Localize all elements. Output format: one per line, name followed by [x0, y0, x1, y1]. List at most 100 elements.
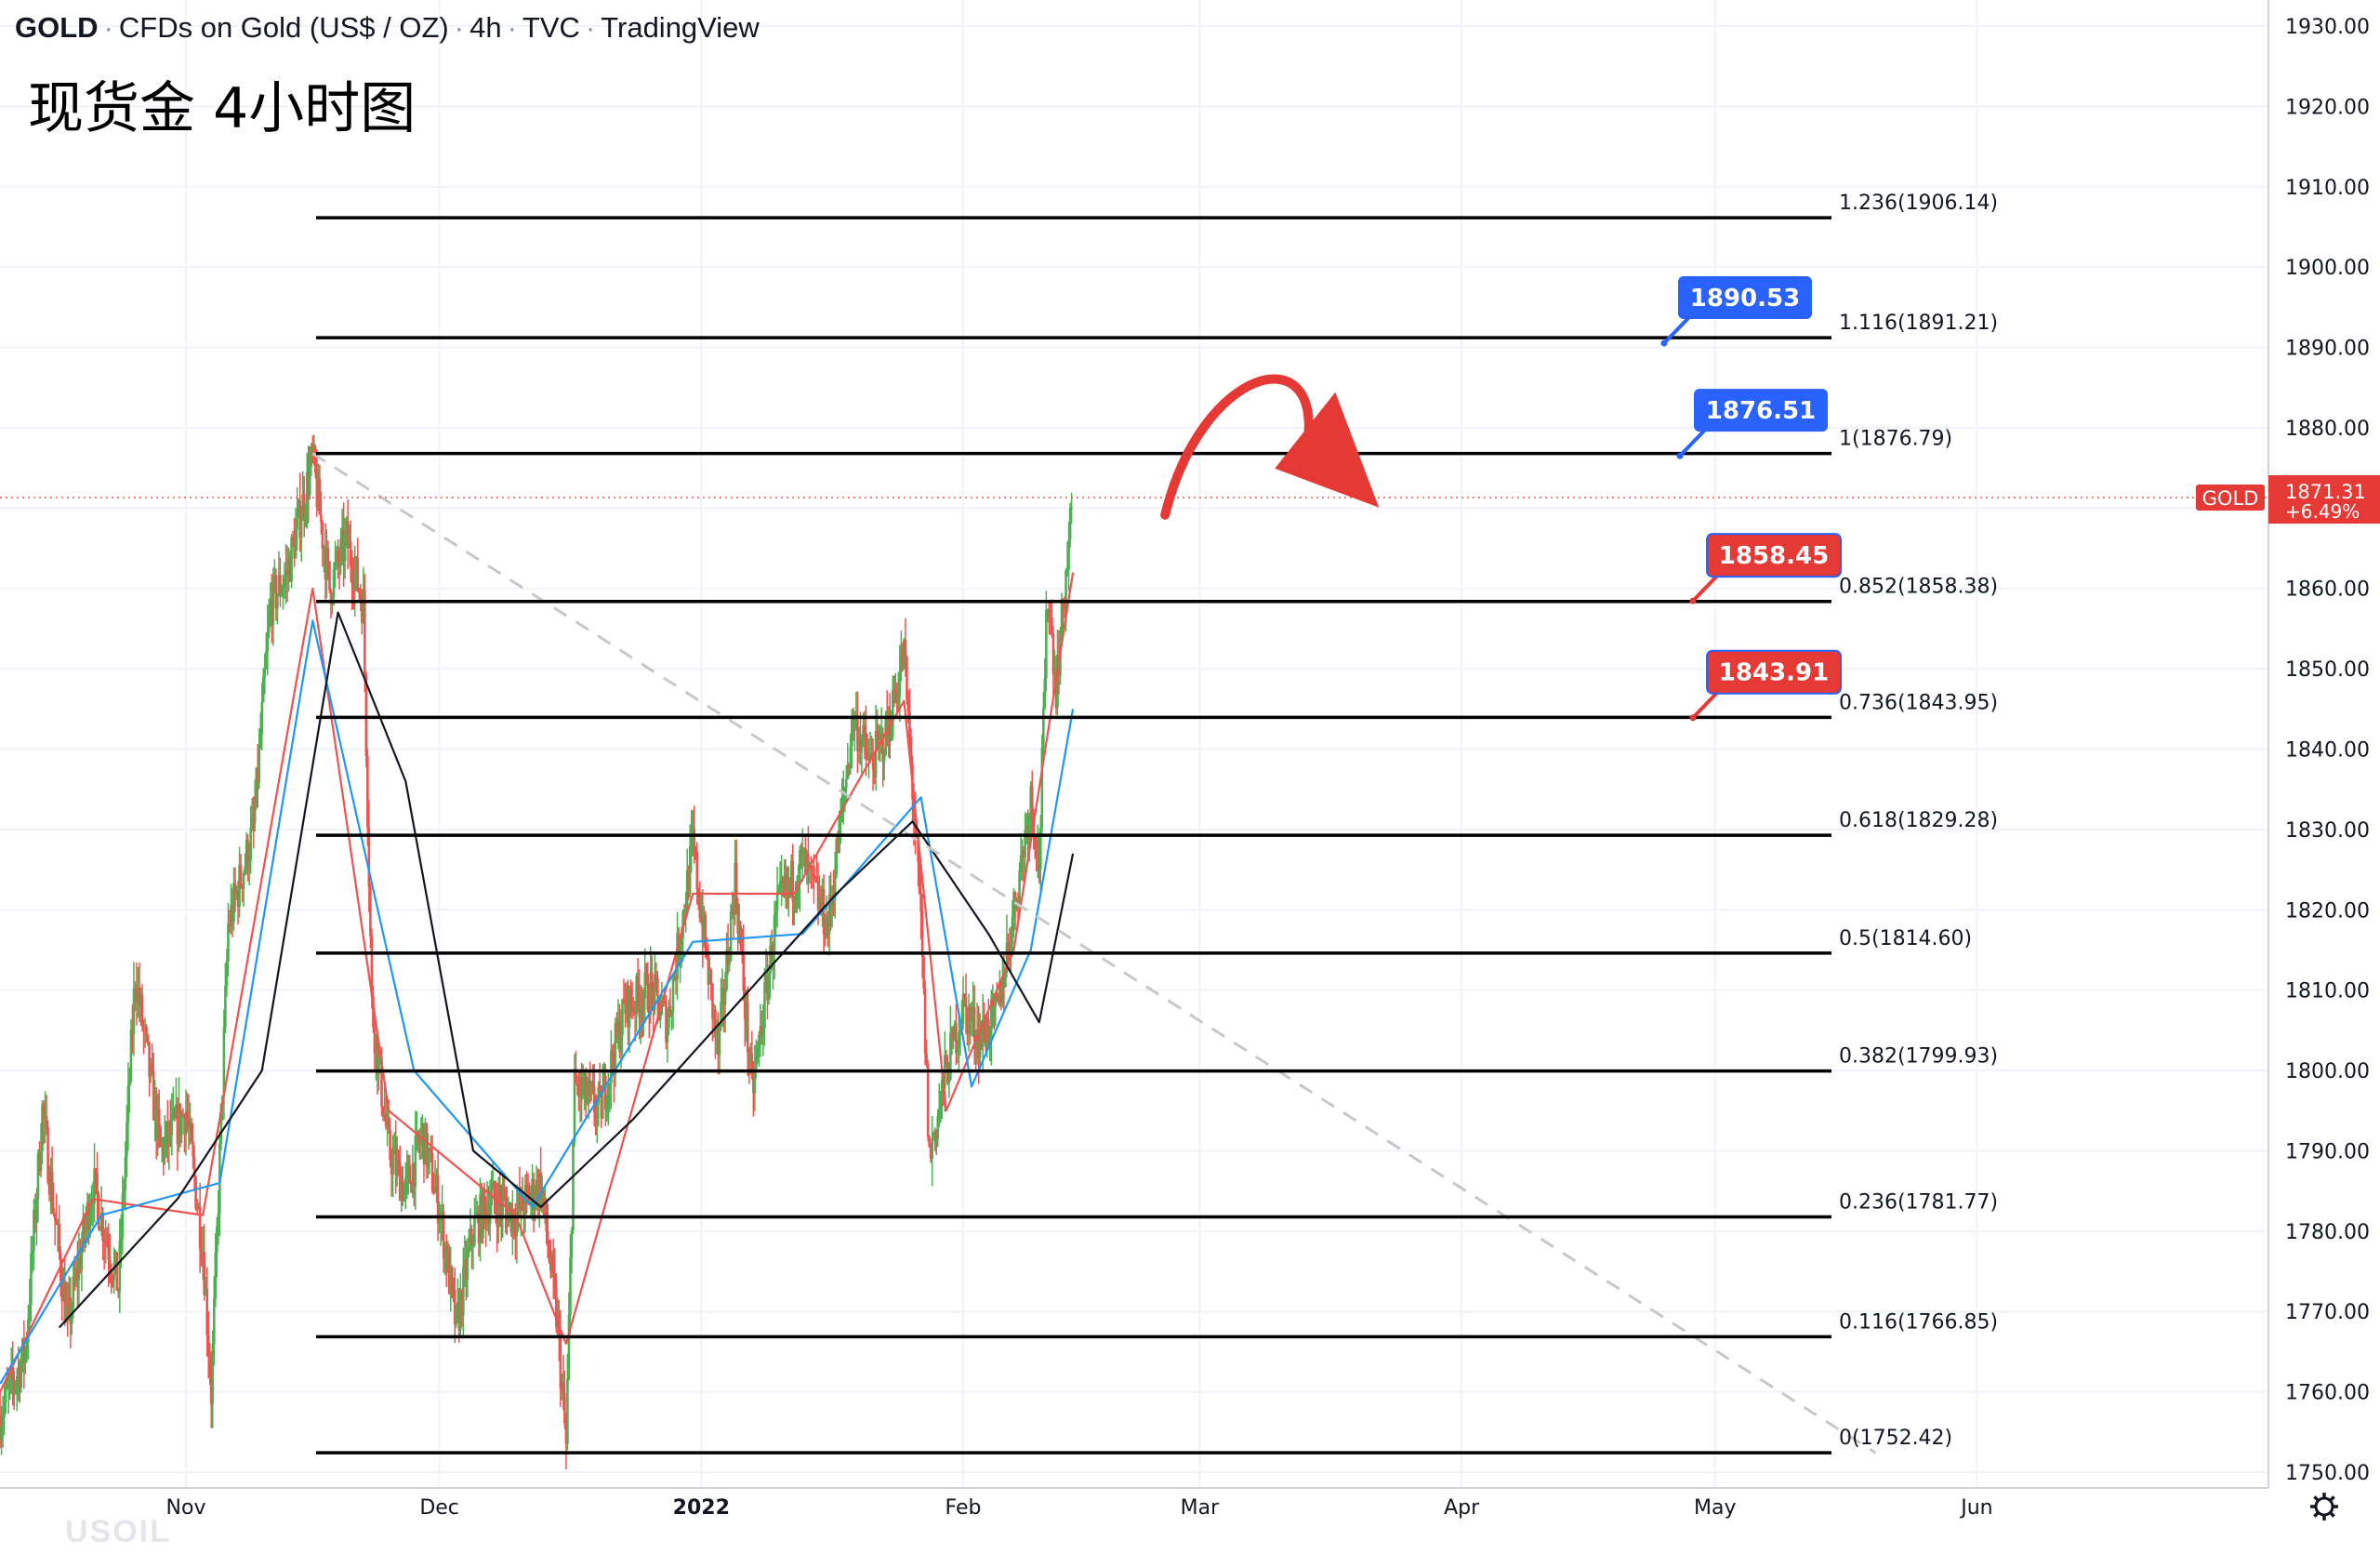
candle-body [959, 1029, 962, 1032]
candle-body [584, 1073, 588, 1103]
candle-body [791, 860, 795, 901]
candle-body [656, 978, 659, 997]
candle-body [1027, 817, 1031, 840]
candle-body [244, 866, 246, 873]
fib-level-label: 0.736(1843.95) [1839, 691, 1998, 714]
candle-body [135, 988, 139, 1003]
candle-body [386, 1118, 389, 1126]
candle-body [933, 1129, 937, 1138]
candle-body [79, 1256, 82, 1270]
candle-body [349, 541, 352, 566]
candle-body [38, 1152, 41, 1172]
candle-body [172, 1110, 175, 1116]
candle-body [563, 1392, 566, 1424]
dashed-trend-line[interactable] [311, 452, 1877, 1454]
candle-body [180, 1114, 183, 1135]
candle-body [370, 936, 374, 997]
candle-body [619, 1035, 623, 1053]
candle-body [956, 1045, 959, 1054]
symbol-price-tag[interactable] [2196, 485, 2265, 511]
time-axis-tick: May [1694, 1496, 1736, 1520]
candle-body [400, 1180, 403, 1202]
candle-body [425, 1123, 429, 1167]
price-axis-tick: 1900.00 [2285, 257, 2370, 280]
candle-body [604, 1075, 607, 1110]
candle-body [929, 1147, 932, 1160]
candle-body [891, 689, 894, 737]
candle-body [268, 614, 271, 632]
candle-body [310, 447, 313, 467]
candle-body [1051, 633, 1055, 675]
candle-body [509, 1203, 511, 1210]
symbol-ticker[interactable]: GOLD [15, 11, 99, 44]
candle-body [636, 976, 640, 996]
candle-body [801, 849, 804, 855]
candle-body [755, 1056, 758, 1069]
candle-body [97, 1195, 100, 1229]
candle-body [1063, 606, 1066, 611]
candle-body [255, 767, 258, 807]
candle-body [580, 1076, 583, 1096]
price-flag-box[interactable] [1678, 275, 1812, 319]
candle-body [789, 860, 793, 885]
price-flag-box[interactable] [1706, 649, 1842, 695]
candle-body [660, 1002, 664, 1015]
candle-body [170, 1115, 174, 1136]
candle-body [781, 879, 785, 884]
candle-body [46, 1126, 49, 1183]
candle-body [825, 916, 828, 937]
candle-body [846, 764, 850, 779]
candle-body [666, 1028, 669, 1043]
candle-body [140, 995, 144, 1027]
candle-body [465, 1259, 468, 1280]
candle-body [780, 879, 783, 882]
projection-arrow-curve[interactable] [1160, 374, 1314, 520]
candle-body [526, 1186, 530, 1191]
candle-body [94, 1168, 98, 1173]
fib-level-label: 1(1876.79) [1839, 428, 1952, 451]
candle-body [859, 737, 862, 753]
candle-body [83, 1217, 86, 1234]
candle-body [920, 910, 924, 957]
candle-body [245, 840, 248, 867]
interval-label[interactable]: 4h [469, 11, 502, 44]
candle-body [362, 590, 365, 623]
candle-body [993, 997, 996, 1007]
candle-body [484, 1202, 487, 1224]
candle-body [208, 1355, 212, 1377]
candle-body [1060, 598, 1064, 638]
candle-body [14, 1384, 18, 1387]
settings-gear-icon[interactable] [2314, 1496, 2334, 1517]
candle-body [77, 1256, 81, 1281]
price-flag-box[interactable] [1706, 533, 1842, 578]
candle-body [145, 1027, 148, 1035]
candle-body [160, 1143, 164, 1147]
price-flag-box[interactable] [1694, 389, 1828, 432]
candle-body [468, 1245, 470, 1253]
candle-body [121, 1194, 125, 1239]
candle-body [581, 1087, 585, 1096]
candle-body [354, 557, 358, 570]
candle-body [31, 1250, 34, 1255]
candle-body [274, 575, 278, 609]
candle-body [49, 1171, 52, 1195]
candle-body [361, 600, 364, 623]
candle-body [534, 1201, 536, 1210]
fib-level-label: 0.852(1858.38) [1839, 576, 1998, 599]
candle-body [337, 551, 339, 563]
candle-body [788, 879, 792, 885]
candle-body [61, 1281, 65, 1301]
candle-body [113, 1252, 117, 1263]
candle-body [0, 1426, 3, 1441]
candle-body [652, 985, 655, 1010]
price-flag-anchor [1676, 452, 1684, 459]
candle-body [972, 1007, 974, 1018]
candle-body [1065, 569, 1069, 572]
current-price-badge[interactable] [2268, 475, 2380, 525]
candle-body [265, 651, 268, 669]
time-axis-tick: Nov [166, 1496, 206, 1520]
candle-body [731, 906, 734, 911]
candle-body [575, 1082, 579, 1087]
